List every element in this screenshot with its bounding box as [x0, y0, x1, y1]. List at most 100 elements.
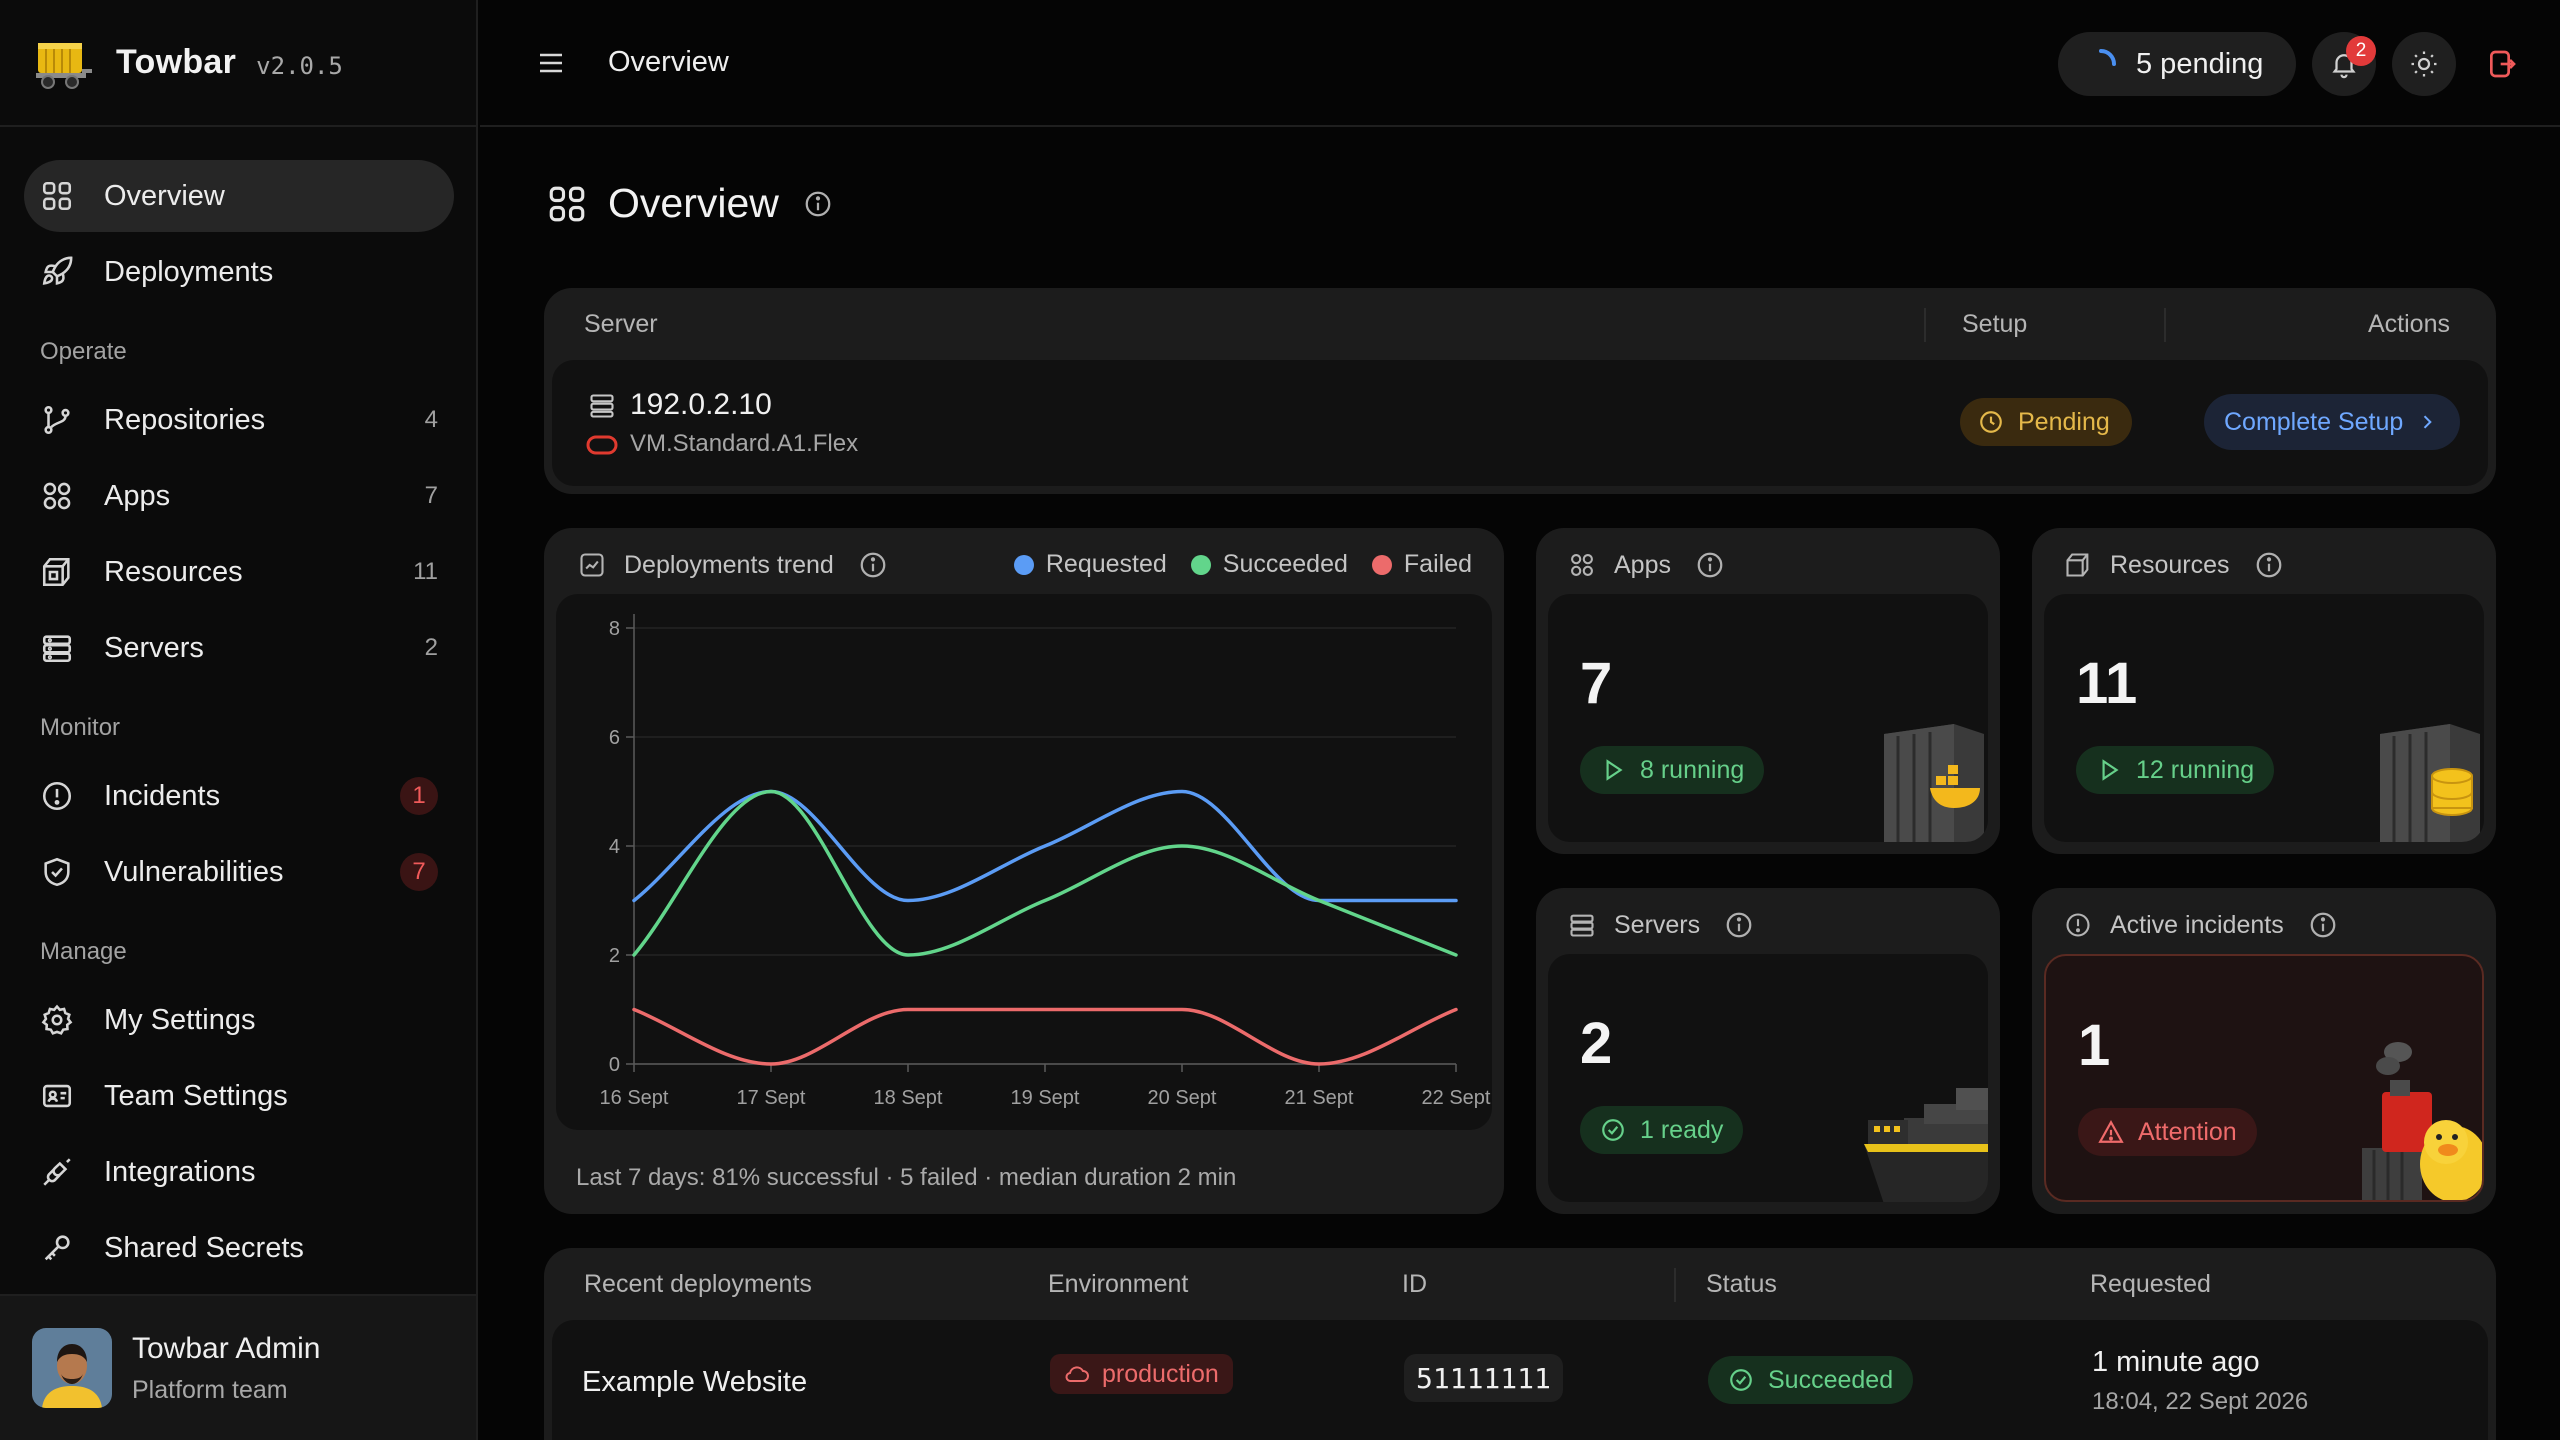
y-tick-label: 4 [609, 836, 620, 858]
towbar-logo-icon [36, 42, 92, 89]
ready-badge: 1 ready [1580, 1106, 1744, 1154]
git-branch-icon [44, 405, 70, 435]
deployment-id[interactable]: 51111111 [1404, 1354, 1563, 1402]
resources-stat-card[interactable]: Resources 11 12 running [2032, 528, 2496, 854]
legend-dot [1190, 554, 1211, 575]
sidebar-item-incidents[interactable]: Incidents 1 [24, 760, 454, 832]
series-line-failed [632, 1007, 1458, 1066]
sidebar-item-label: Deployments [104, 255, 274, 288]
theme-toggle-button[interactable] [2392, 32, 2456, 96]
attention-badge: Attention [2078, 1108, 2257, 1156]
environment-badge: production [1050, 1354, 1233, 1394]
status-badge: Succeeded [1708, 1356, 1914, 1404]
sidebar-item-label: Shared Secrets [104, 1231, 304, 1264]
logout-icon[interactable] [2486, 48, 2518, 80]
sidebar-item-apps[interactable]: Apps 7 [24, 460, 454, 532]
user-info: Towbar Admin Platform team [132, 1332, 320, 1405]
table-row[interactable]: Example Website production 51111111 Succ… [552, 1320, 2488, 1440]
resources-count: 11 [2076, 651, 2138, 716]
column-header-environment: Environment [1048, 1270, 1189, 1298]
card-title: Apps [1614, 550, 1671, 579]
stat-body: 1 Attention [2044, 954, 2484, 1202]
x-tick-label: 16 Sept [600, 1087, 669, 1109]
nav-section-manage: Manage [40, 938, 127, 965]
setup-status-text: Pending [2018, 407, 2110, 436]
info-icon[interactable] [1724, 910, 1754, 940]
nav-section-monitor: Monitor [40, 714, 121, 741]
stat-body: 7 8 running [1548, 594, 1988, 842]
legend-item-requested[interactable]: Requested [1013, 550, 1167, 579]
key-icon [44, 1235, 70, 1261]
nav-count: 2 [424, 634, 438, 661]
sidebar-item-label: Incidents [104, 779, 221, 812]
app-name: Towbar [116, 43, 237, 81]
column-header-status: Status [1706, 1270, 1777, 1298]
card-header: Servers [1568, 910, 1754, 940]
legend-label: Requested [1045, 550, 1167, 578]
card-header: Apps [1568, 550, 1725, 580]
environment-text: production [1102, 1359, 1219, 1388]
page-header: Overview [546, 180, 833, 227]
y-tick-label: 0 [609, 1054, 620, 1076]
sidebar-item-label: Vulnerabilities [104, 855, 284, 888]
legend-label: Failed [1403, 550, 1472, 578]
sidebar-item-servers[interactable]: Servers 2 [24, 612, 454, 684]
stat-body: 11 12 running [2044, 594, 2484, 842]
page-title: Overview [608, 180, 779, 226]
sidebar-item-label: Resources [104, 555, 243, 588]
info-icon[interactable] [803, 189, 833, 219]
card-title: Active incidents [2110, 910, 2284, 939]
check-circle-icon [1730, 1369, 1752, 1391]
complete-setup-label: Complete Setup [2224, 407, 2404, 436]
hamburger-menu-icon[interactable] [536, 50, 566, 76]
setup-status-badge: Pending [1960, 398, 2132, 446]
complete-setup-button[interactable]: Complete Setup [2204, 394, 2460, 450]
nav-section-operate: Operate [40, 338, 127, 365]
apps-icon [43, 482, 71, 510]
legend-item-succeeded[interactable]: Succeeded [1190, 550, 1348, 579]
play-icon [2102, 759, 2119, 781]
notifications-button[interactable]: 2 [2312, 32, 2376, 96]
sidebar-item-label: My Settings [104, 1003, 256, 1036]
avatar [32, 1328, 112, 1408]
info-icon[interactable] [1695, 550, 1725, 580]
legend-item-failed[interactable]: Failed [1371, 550, 1472, 579]
cargo-ship-illustration [1864, 1088, 1988, 1202]
grid-icon [549, 186, 585, 221]
info-icon[interactable] [858, 550, 888, 580]
sidebar-item-repositories[interactable]: Repositories 4 [24, 384, 454, 456]
active-incidents-card[interactable]: Active incidents 1 Attention [2032, 888, 2496, 1214]
legend-dot [1371, 554, 1392, 575]
sidebar-item-vulnerabilities[interactable]: Vulnerabilities 7 [24, 836, 454, 908]
apps-stat-card[interactable]: Apps 7 8 running [1536, 528, 2000, 854]
pending-deployments-button[interactable]: 5 pending [2058, 32, 2296, 96]
user-profile[interactable]: Towbar Admin Platform team [0, 1294, 476, 1440]
column-divider [1924, 308, 1926, 342]
sidebar-item-integrations[interactable]: Integrations [24, 1136, 454, 1208]
info-icon[interactable] [2308, 910, 2338, 940]
sidebar-item-overview[interactable]: Overview [24, 160, 454, 232]
cloud-icon [1065, 1366, 1089, 1382]
database-container-illustration [2380, 724, 2480, 842]
legend-label: Succeeded [1222, 550, 1348, 578]
sidebar-item-deployments[interactable]: Deployments [24, 236, 454, 308]
chart-legend: Requested Succeeded Failed [990, 550, 1472, 579]
incidents-count: 1 [2078, 1013, 2111, 1078]
spinner-icon [2099, 49, 2116, 66]
x-tick-label: 18 Sept [874, 1087, 943, 1109]
chart-area: 0 2 4 6 8 16 Sept 17 Sept 18 Sept 19 Sept 20 Sept… [556, 594, 1492, 1130]
pending-count: 5 pending [2136, 47, 2264, 80]
sidebar-item-my-settings[interactable]: My Settings [24, 984, 454, 1056]
servers-stat-card[interactable]: Servers 2 1 ready [1536, 888, 2000, 1214]
servers-count: 2 [1580, 1011, 1613, 1076]
breadcrumb: Overview [608, 46, 729, 78]
sidebar-item-resources[interactable]: Resources 11 [24, 536, 454, 608]
info-icon[interactable] [2254, 550, 2284, 580]
x-tick-label: 17 Sept [737, 1087, 806, 1109]
sidebar-item-shared-secrets[interactable]: Shared Secrets [24, 1212, 454, 1284]
sidebar-item-label: Overview [104, 179, 225, 212]
attention-text: Attention [2138, 1117, 2237, 1146]
sidebar-item-team-settings[interactable]: Team Settings [24, 1060, 454, 1132]
y-tick-label: 8 [609, 618, 620, 640]
deployment-name[interactable]: Example Website [582, 1366, 808, 1398]
